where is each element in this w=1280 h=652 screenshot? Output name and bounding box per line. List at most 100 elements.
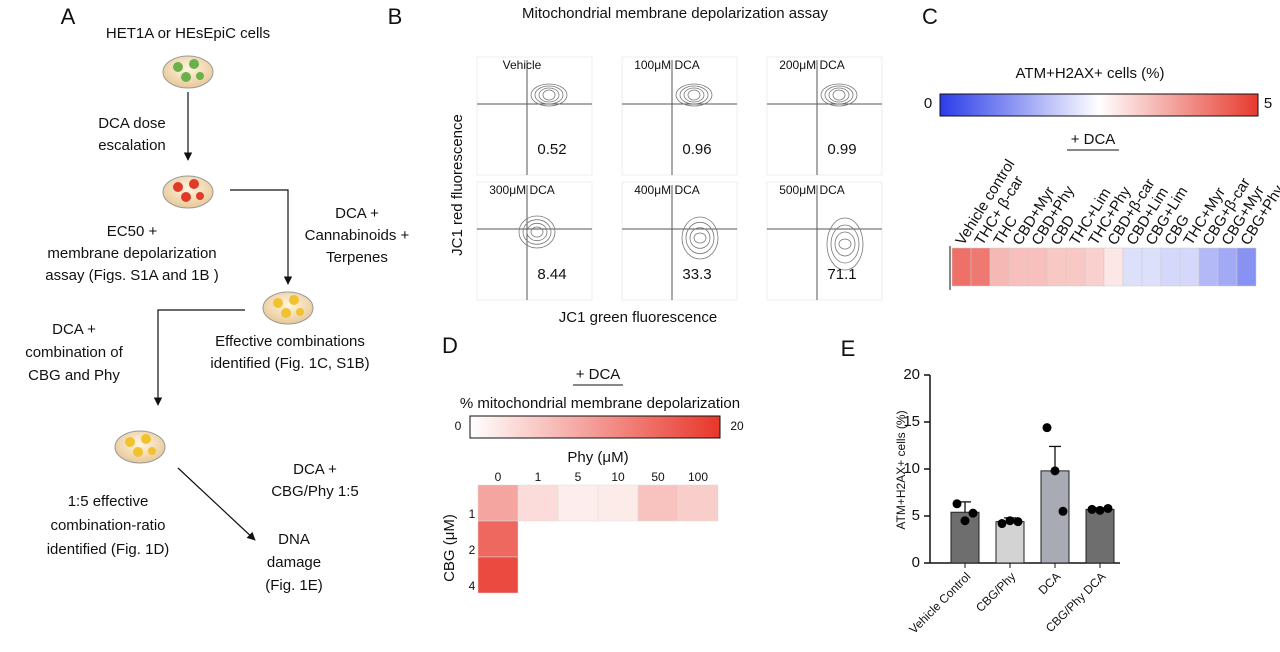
step-text: DNA	[278, 531, 310, 548]
data-point	[1005, 516, 1015, 526]
dish	[162, 175, 214, 209]
row-label: 1	[469, 507, 476, 521]
color-scale	[939, 93, 1259, 117]
panel-label: E	[841, 336, 856, 361]
plot-border	[476, 181, 593, 301]
subtitle: + DCA	[1071, 131, 1116, 148]
panel-label: D	[442, 333, 458, 358]
contour	[689, 227, 711, 249]
plot-value: 33.3	[682, 266, 711, 283]
y-tick-label: 10	[903, 460, 920, 477]
flow-plot	[621, 181, 738, 301]
heat-cell	[1084, 247, 1105, 287]
arrow	[230, 189, 293, 285]
heat-cell	[970, 247, 991, 287]
row-label: 2	[469, 543, 476, 557]
y-tick-label: 5	[912, 507, 920, 524]
data-point	[952, 499, 962, 509]
step-text: Effective combinations	[215, 333, 365, 350]
step-text: CBG and Phy	[28, 367, 120, 384]
step-text: escalation	[98, 137, 166, 154]
plot-condition: 500μM DCA	[779, 183, 845, 197]
plot-border	[766, 56, 883, 176]
contour	[530, 226, 544, 238]
plot-border	[621, 181, 738, 301]
bar	[1040, 470, 1070, 564]
contour	[675, 83, 713, 107]
bar	[995, 521, 1025, 564]
contour	[526, 222, 548, 242]
bar	[1085, 508, 1115, 564]
plot-border	[476, 56, 593, 176]
contour	[522, 219, 552, 245]
plot-value: 0.96	[682, 141, 711, 158]
contour	[534, 85, 564, 105]
scale-tick-label: 5	[1264, 95, 1272, 112]
heat-cell	[1217, 247, 1238, 287]
heat-cell	[1141, 247, 1162, 287]
contour	[828, 87, 850, 103]
panel-label: B	[388, 4, 403, 29]
contour	[830, 224, 860, 264]
axis-label: Phy (μM)	[567, 449, 628, 466]
scale-tick-label: 20	[730, 419, 744, 433]
step-text: Cannabinoids +	[305, 227, 410, 244]
heat-cell	[951, 247, 972, 287]
plot-border	[621, 56, 738, 176]
x-tick-label: CBG/Phy	[973, 569, 1018, 614]
flow-plot	[476, 56, 593, 176]
contour	[538, 87, 560, 103]
heat-cell	[477, 520, 519, 558]
plot-value: 0.99	[827, 141, 856, 158]
heat-cell	[517, 484, 559, 522]
step-text: 1:5 effective	[68, 493, 149, 510]
dish	[162, 55, 214, 89]
subtitle: + DCA	[576, 366, 621, 383]
plot-border	[766, 181, 883, 301]
y-tick-label: 0	[912, 554, 920, 571]
flow-plot	[766, 56, 883, 176]
contour	[530, 83, 568, 107]
scale-tick-label: 0	[455, 419, 462, 433]
step-text: identified (Fig. 1C, S1B)	[210, 355, 369, 372]
heat-cell	[477, 556, 519, 594]
contour	[681, 216, 719, 260]
plot-frame	[766, 57, 882, 176]
heat-cell	[1122, 247, 1143, 287]
step-text: damage	[267, 554, 321, 571]
data-point	[960, 516, 970, 526]
data-point	[1013, 517, 1023, 527]
x-tick-label: Vehicle Control	[906, 569, 973, 636]
contour	[693, 232, 707, 244]
contour	[518, 215, 556, 249]
step-text: combination-ratio	[50, 517, 165, 534]
workflow	[114, 55, 314, 541]
data-point	[968, 508, 978, 518]
scale-title: ATM+H2AX+ cells (%)	[1016, 65, 1165, 82]
scale-tick-label: 0	[924, 95, 932, 112]
plot-value: 8.44	[537, 266, 566, 283]
step-text: membrane depolarization	[47, 245, 216, 262]
plot-frame	[621, 57, 737, 176]
x-tick-label: DCA	[1036, 569, 1064, 597]
column-label: 100	[688, 470, 708, 484]
step-text: HET1A or HEsEpiC cells	[106, 25, 270, 42]
step-text: EC50 +	[107, 223, 158, 240]
step-text: combination of	[25, 344, 123, 361]
data-point	[1103, 503, 1113, 513]
heat-cell	[1065, 247, 1086, 287]
column-label: 50	[651, 470, 665, 484]
data-point	[1050, 466, 1060, 476]
heat-cell	[1160, 247, 1181, 287]
plot-value: 0.52	[537, 141, 566, 158]
step-text: DCA dose	[98, 115, 166, 132]
y-tick-label: 15	[903, 413, 920, 430]
heat-cell	[1236, 247, 1257, 287]
contour	[832, 89, 846, 101]
step-text: DCA +	[52, 321, 96, 338]
arrow	[153, 309, 245, 406]
plot-condition: 100μM DCA	[634, 58, 700, 72]
contour	[542, 89, 556, 101]
data-point	[1042, 423, 1052, 433]
